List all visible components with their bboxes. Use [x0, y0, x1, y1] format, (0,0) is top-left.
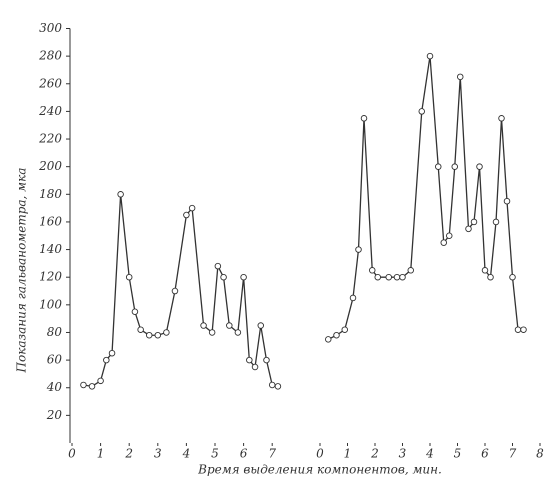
data-point: [88, 383, 96, 390]
data-point: [481, 267, 489, 274]
data-point: [145, 331, 153, 339]
data-point: [208, 329, 216, 336]
data-point: [498, 115, 505, 122]
data-point: [214, 262, 222, 270]
data-point: [108, 349, 116, 357]
x-tick-label: 2: [370, 447, 379, 461]
x-tick-label: 5: [211, 447, 219, 461]
y-tick-label: 200: [38, 159, 62, 173]
data-point: [465, 225, 472, 233]
data-point: [80, 381, 87, 389]
data-point: [188, 204, 196, 212]
data-point: [268, 381, 276, 389]
data-point: [200, 322, 207, 329]
x-tick-label: 8: [536, 447, 544, 461]
data-point: [451, 163, 459, 170]
y-tick-label: 240: [38, 104, 62, 118]
data-point: [125, 273, 133, 281]
y-tick-label: 260: [38, 76, 62, 90]
x-tick-label: 6: [240, 447, 248, 461]
data-point: [369, 267, 376, 274]
data-point: [520, 326, 527, 333]
data-point: [407, 267, 415, 274]
x-axis-label: Время выделения компонентов, мин.: [197, 463, 442, 477]
x-tick-label: 1: [344, 447, 352, 461]
data-line: [83, 194, 279, 388]
y-tick-label: 160: [39, 214, 62, 228]
y-tick-label: 80: [47, 325, 63, 339]
x-tick-label: 7: [268, 447, 276, 461]
x-tick-label: 5: [454, 447, 462, 461]
y-tick-label: 220: [38, 132, 62, 146]
x-tick-label: 4: [425, 447, 434, 461]
data-point: [349, 294, 357, 302]
x-tick-label: 3: [154, 447, 162, 461]
data-point: [333, 331, 340, 339]
data-point: [426, 52, 434, 60]
data-point: [117, 191, 124, 198]
data-point: [476, 163, 483, 170]
x-tick-label: 0: [316, 447, 324, 461]
data-point: [374, 273, 382, 281]
data-point: [251, 363, 259, 371]
y-tick-label: 20: [46, 408, 63, 422]
data-point: [509, 273, 516, 281]
data-point: [457, 73, 464, 81]
data-point: [137, 326, 144, 333]
data-point: [393, 273, 401, 281]
y-tick-label: 180: [39, 187, 62, 201]
data-point: [418, 108, 426, 115]
data-point: [131, 308, 139, 315]
data-point: [257, 322, 265, 329]
data-point: [103, 356, 110, 364]
data-point: [163, 329, 170, 336]
data-point: [435, 163, 442, 170]
data-point: [503, 197, 511, 205]
data-line: [327, 56, 524, 340]
data-point: [399, 273, 406, 281]
y-tick-label: 60: [47, 353, 63, 367]
data-point: [154, 331, 162, 339]
data-point: [226, 322, 233, 329]
x-tick-label: 0: [68, 447, 76, 461]
data-point: [325, 336, 332, 343]
data-point: [360, 115, 368, 122]
data-point: [355, 246, 362, 253]
data-point: [220, 273, 227, 281]
data-point: [341, 326, 349, 333]
data-point: [246, 356, 253, 364]
y-tick-label: 100: [39, 297, 62, 311]
data-point: [240, 273, 247, 281]
data-point: [514, 326, 522, 333]
data-point: [385, 273, 393, 281]
x-tick-label: 3: [399, 447, 407, 461]
data-point: [487, 273, 494, 281]
y-tick-label: 140: [39, 242, 62, 256]
data-point: [274, 383, 282, 390]
data-point: [97, 377, 104, 385]
data-point: [470, 218, 478, 226]
y-tick-label: 40: [46, 380, 63, 394]
data-point: [183, 211, 190, 219]
data-point: [446, 232, 453, 239]
x-tick-label: 4: [182, 447, 191, 461]
y-axis-label: Показания гальванометра, мка: [15, 168, 29, 374]
data-point: [171, 287, 179, 295]
data-point: [234, 329, 242, 336]
x-tick-label: 6: [481, 447, 489, 461]
data-point: [263, 356, 270, 364]
x-tick-label: 2: [124, 447, 133, 461]
y-tick-label: 300: [39, 21, 62, 35]
x-tick-label: 7: [509, 447, 517, 461]
y-tick-label: 280: [38, 49, 62, 63]
x-tick-label: 1: [97, 447, 105, 461]
y-tick-label: 120: [39, 270, 62, 284]
data-point: [440, 239, 448, 246]
data-point: [492, 218, 500, 226]
